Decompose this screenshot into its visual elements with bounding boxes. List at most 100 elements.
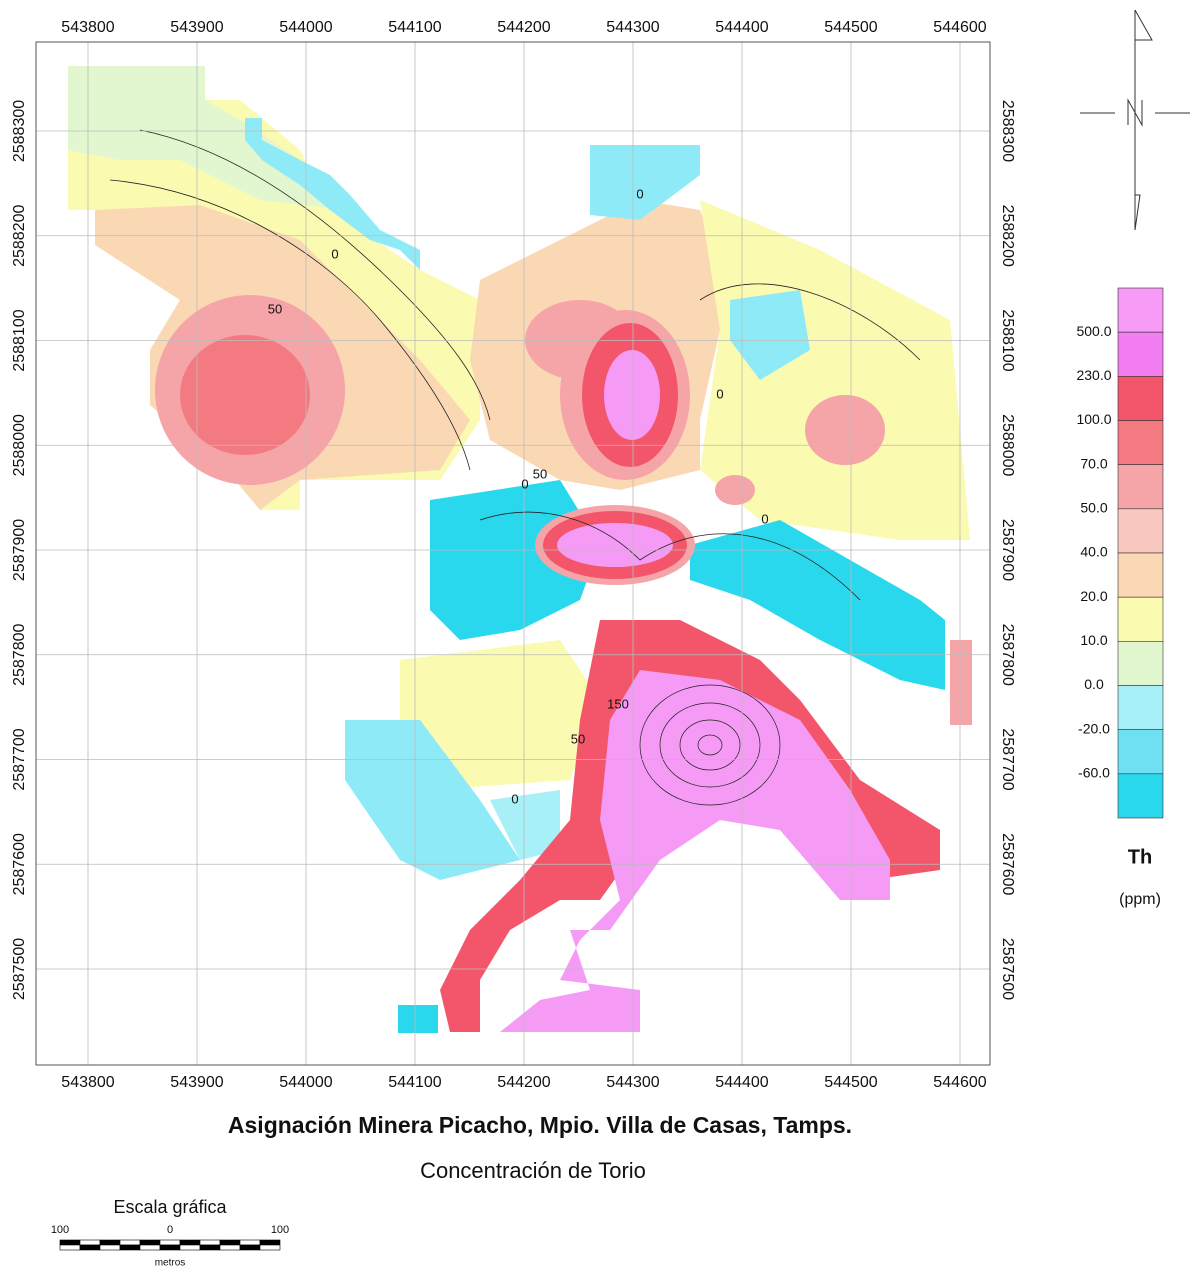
- contour-label: 50: [571, 731, 585, 746]
- scale-segment: [200, 1245, 220, 1250]
- scale-segment: [160, 1245, 180, 1250]
- legend-label: 500.0: [1076, 323, 1111, 339]
- x-tick-label: 544500: [824, 1074, 877, 1091]
- x-tick-label: 543900: [170, 1074, 223, 1091]
- scale-label: 100: [271, 1224, 289, 1236]
- y-tick-label: 2588100: [999, 309, 1016, 371]
- map-subtitle: Concentración de Torio: [420, 1158, 646, 1183]
- x-tick-label: 544200: [497, 1074, 550, 1091]
- legend-swatch: [1118, 553, 1163, 597]
- legend-swatch: [1118, 597, 1163, 641]
- contour-label: 0: [511, 791, 518, 806]
- y-tick-label: 2588300: [11, 100, 28, 162]
- y-tick-label: 2588100: [11, 309, 28, 371]
- scale-segment: [260, 1245, 280, 1250]
- scale-label: 100: [51, 1224, 69, 1236]
- y-tick-label: 2587500: [11, 938, 28, 1000]
- legend-label: 20.0: [1080, 588, 1107, 604]
- x-tick-label: 544300: [606, 1074, 659, 1091]
- legend-label: -20.0: [1078, 720, 1110, 736]
- contour-label: 150: [607, 696, 629, 711]
- legend-swatch: [1118, 465, 1163, 509]
- scale-segment: [180, 1240, 200, 1245]
- contour-label: 50: [268, 301, 282, 316]
- x-tick-label: 544500: [824, 19, 877, 36]
- y-tick-label: 2587600: [999, 833, 1016, 895]
- legend-title: Th: [1128, 846, 1152, 868]
- contour-label: 0: [331, 246, 338, 261]
- legend-swatch: [1118, 332, 1163, 376]
- scale-segment: [120, 1240, 140, 1245]
- legend-swatch: [1118, 774, 1163, 818]
- scale-segment: [240, 1245, 260, 1250]
- map-title: Asignación Minera Picacho, Mpio. Villa d…: [228, 1112, 852, 1138]
- x-tick-label: 544100: [388, 19, 441, 36]
- y-tick-label: 2587700: [11, 728, 28, 790]
- scale-title: Escala gráfica: [113, 1197, 227, 1217]
- x-tick-label: 544000: [279, 1074, 332, 1091]
- scale-segment: [60, 1245, 80, 1250]
- x-tick-label: 544200: [497, 19, 550, 36]
- y-tick-label: 2588200: [999, 205, 1016, 267]
- legend-label: 100.0: [1076, 411, 1111, 427]
- legend-label: 10.0: [1080, 632, 1107, 648]
- y-tick-label: 2587600: [11, 833, 28, 895]
- contour-label: 0: [521, 476, 528, 491]
- scale-segment: [220, 1245, 240, 1250]
- x-tick-label: 544400: [715, 19, 768, 36]
- scale-unit: metros: [155, 1258, 186, 1269]
- y-tick-label: 2588200: [11, 205, 28, 267]
- y-tick-label: 2588000: [999, 414, 1016, 476]
- scale-segment: [220, 1240, 240, 1245]
- scale-segment: [100, 1240, 120, 1245]
- x-tick-label: 543800: [61, 19, 114, 36]
- legend-label: 70.0: [1080, 455, 1107, 471]
- scale-segment: [180, 1245, 200, 1250]
- y-tick-label: 2587700: [999, 728, 1016, 790]
- legend-swatch: [1118, 288, 1163, 332]
- contour-label: 0: [716, 386, 723, 401]
- x-tick-label: 544600: [933, 19, 986, 36]
- scale-segment: [100, 1245, 120, 1250]
- legend-label: -60.0: [1078, 765, 1110, 781]
- legend-label: 0.0: [1084, 676, 1104, 692]
- legend-label: 50.0: [1080, 500, 1107, 516]
- x-tick-label: 544100: [388, 1074, 441, 1091]
- map-page: 500.0 230.0 100.0 70.0 50.0 40.0 20.0 10.0 0.0 -2…: [0, 0, 1198, 1270]
- legend: 500.0 230.0 100.0 70.0 50.0 40.0 20.0 10.0 0.0 -2…: [1076, 288, 1163, 818]
- x-tick-label: 544400: [715, 1074, 768, 1091]
- x-tick-label: 544600: [933, 1074, 986, 1091]
- legend-label: 40.0: [1080, 544, 1107, 560]
- legend-swatch: [1118, 376, 1163, 420]
- y-tick-label: 2588000: [11, 414, 28, 476]
- y-tick-label: 2587800: [11, 624, 28, 686]
- legend-swatch: [1118, 730, 1163, 774]
- y-tick-label: 2588300: [999, 100, 1016, 162]
- legend-swatch: [1118, 686, 1163, 730]
- legend-swatch: [1118, 641, 1163, 685]
- scale-segment: [80, 1240, 100, 1245]
- scale-segment: [80, 1245, 100, 1250]
- scale-segment: [160, 1240, 180, 1245]
- legend-swatch: [1118, 509, 1163, 553]
- legend-label: 230.0: [1076, 367, 1111, 383]
- legend-unit: (ppm): [1119, 891, 1161, 908]
- contour-label: 0: [636, 186, 643, 201]
- scale-segment: [260, 1240, 280, 1245]
- scale-segment: [60, 1240, 80, 1245]
- y-tick-label: 2587900: [11, 519, 28, 581]
- contour-label: 0: [761, 511, 768, 526]
- x-tick-label: 544300: [606, 19, 659, 36]
- x-tick-label: 543900: [170, 19, 223, 36]
- scale-segment: [240, 1240, 260, 1245]
- y-tick-label: 2587900: [999, 519, 1016, 581]
- legend-swatch: [1118, 421, 1163, 465]
- x-tick-label: 544000: [279, 19, 332, 36]
- x-tick-label: 543800: [61, 1074, 114, 1091]
- scale-segment: [200, 1240, 220, 1245]
- contour-fill: [68, 66, 972, 1033]
- y-tick-label: 2587500: [999, 938, 1016, 1000]
- y-tick-label: 2587800: [999, 624, 1016, 686]
- scale-segment: [140, 1240, 160, 1245]
